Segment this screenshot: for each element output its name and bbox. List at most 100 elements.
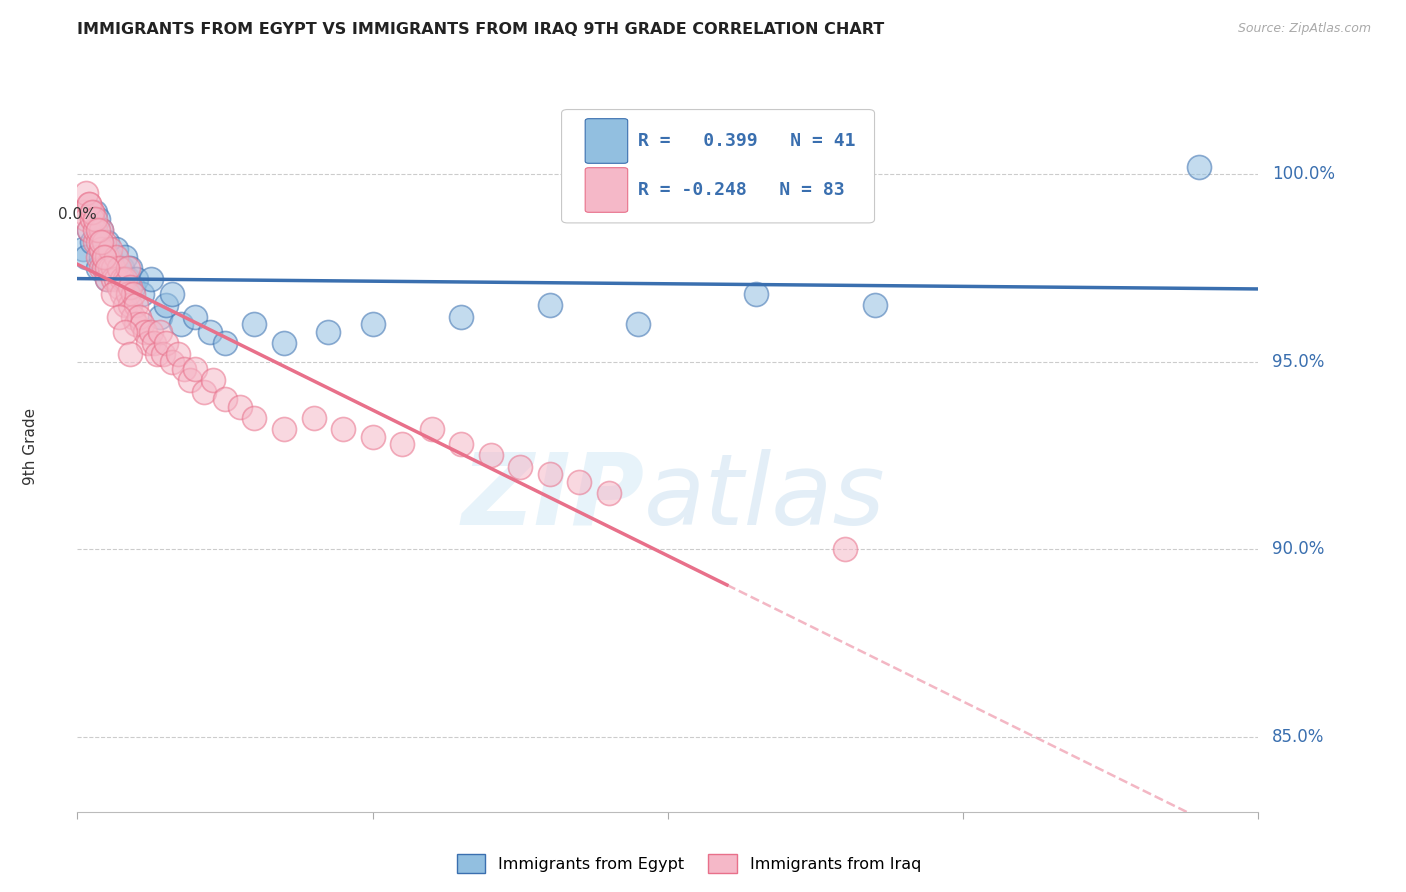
Point (125, 298, 148, 312)
Point (143, 335, 166, 350)
Point (228, 400, 252, 414)
Point (146, 347, 169, 361)
Point (160, 287, 183, 301)
Point (141, 325, 163, 339)
Point (166, 347, 188, 361)
Point (202, 373, 225, 387)
Point (77, 223, 100, 237)
Point (128, 310, 150, 324)
Point (87, 212, 110, 227)
Point (184, 362, 207, 376)
Point (84, 235, 107, 249)
Point (90, 235, 112, 249)
Point (114, 325, 136, 339)
Point (82, 235, 104, 249)
Point (450, 437, 472, 451)
Point (114, 272, 136, 286)
Text: ZIP: ZIP (461, 449, 644, 546)
Text: 9th Grade: 9th Grade (22, 408, 38, 484)
Point (101, 287, 124, 301)
Point (120, 260, 142, 275)
Point (87, 260, 110, 275)
Point (179, 373, 201, 387)
Text: 100.0%: 100.0% (1272, 165, 1336, 183)
Point (87, 223, 110, 237)
Point (538, 298, 561, 312)
Point (302, 410, 325, 425)
Point (243, 410, 266, 425)
Point (84, 212, 107, 227)
Point (117, 260, 139, 275)
Point (98, 242, 121, 256)
Point (111, 260, 132, 275)
Point (84, 204, 107, 219)
Point (131, 317, 153, 331)
Point (120, 347, 142, 361)
Point (273, 335, 295, 350)
Point (111, 272, 132, 286)
Point (318, 325, 340, 339)
Point (141, 272, 163, 286)
Point (125, 272, 148, 286)
Point (479, 449, 502, 463)
Point (170, 317, 193, 331)
Point (122, 287, 145, 301)
Point (214, 335, 236, 350)
Point (538, 467, 561, 482)
Text: 85.0%: 85.0% (1272, 728, 1324, 746)
Text: R =   0.399   N = 41: R = 0.399 N = 41 (638, 132, 856, 150)
Point (104, 250, 127, 264)
Point (93, 235, 115, 249)
Point (107, 310, 129, 324)
Point (82, 204, 104, 219)
Point (149, 310, 172, 324)
Point (136, 335, 159, 350)
Point (72, 204, 94, 219)
Point (96, 235, 118, 249)
Legend: Immigrants from Egypt, Immigrants from Iraq: Immigrants from Egypt, Immigrants from I… (450, 847, 928, 880)
Point (160, 354, 183, 368)
Point (72, 242, 94, 256)
Point (96, 260, 118, 275)
Point (627, 317, 650, 331)
Point (96, 272, 118, 286)
Point (107, 272, 129, 286)
Point (93, 260, 115, 275)
Point (77, 197, 100, 211)
Point (568, 475, 591, 489)
Point (101, 260, 124, 275)
Point (77, 197, 100, 211)
Point (214, 392, 236, 406)
Point (90, 242, 112, 256)
Point (104, 272, 127, 286)
Point (75, 186, 97, 200)
Point (598, 486, 620, 500)
Point (420, 422, 443, 436)
Point (82, 204, 104, 219)
Text: 0.0%: 0.0% (58, 207, 97, 222)
Point (87, 235, 110, 249)
Point (107, 260, 129, 275)
Point (152, 347, 174, 361)
FancyBboxPatch shape (585, 119, 627, 163)
Point (200, 325, 222, 339)
Point (117, 287, 139, 301)
Point (98, 260, 121, 275)
Point (450, 310, 472, 324)
Point (77, 223, 100, 237)
Point (361, 317, 384, 331)
Point (273, 422, 295, 436)
Point (745, 287, 768, 301)
Point (93, 250, 115, 264)
Point (90, 260, 112, 275)
Point (98, 250, 121, 264)
Point (149, 325, 172, 339)
Point (107, 279, 129, 293)
Point (122, 279, 145, 293)
Point (93, 260, 115, 275)
Point (184, 310, 207, 324)
Point (509, 459, 531, 474)
Point (834, 542, 856, 557)
Point (134, 325, 156, 339)
Point (243, 317, 266, 331)
